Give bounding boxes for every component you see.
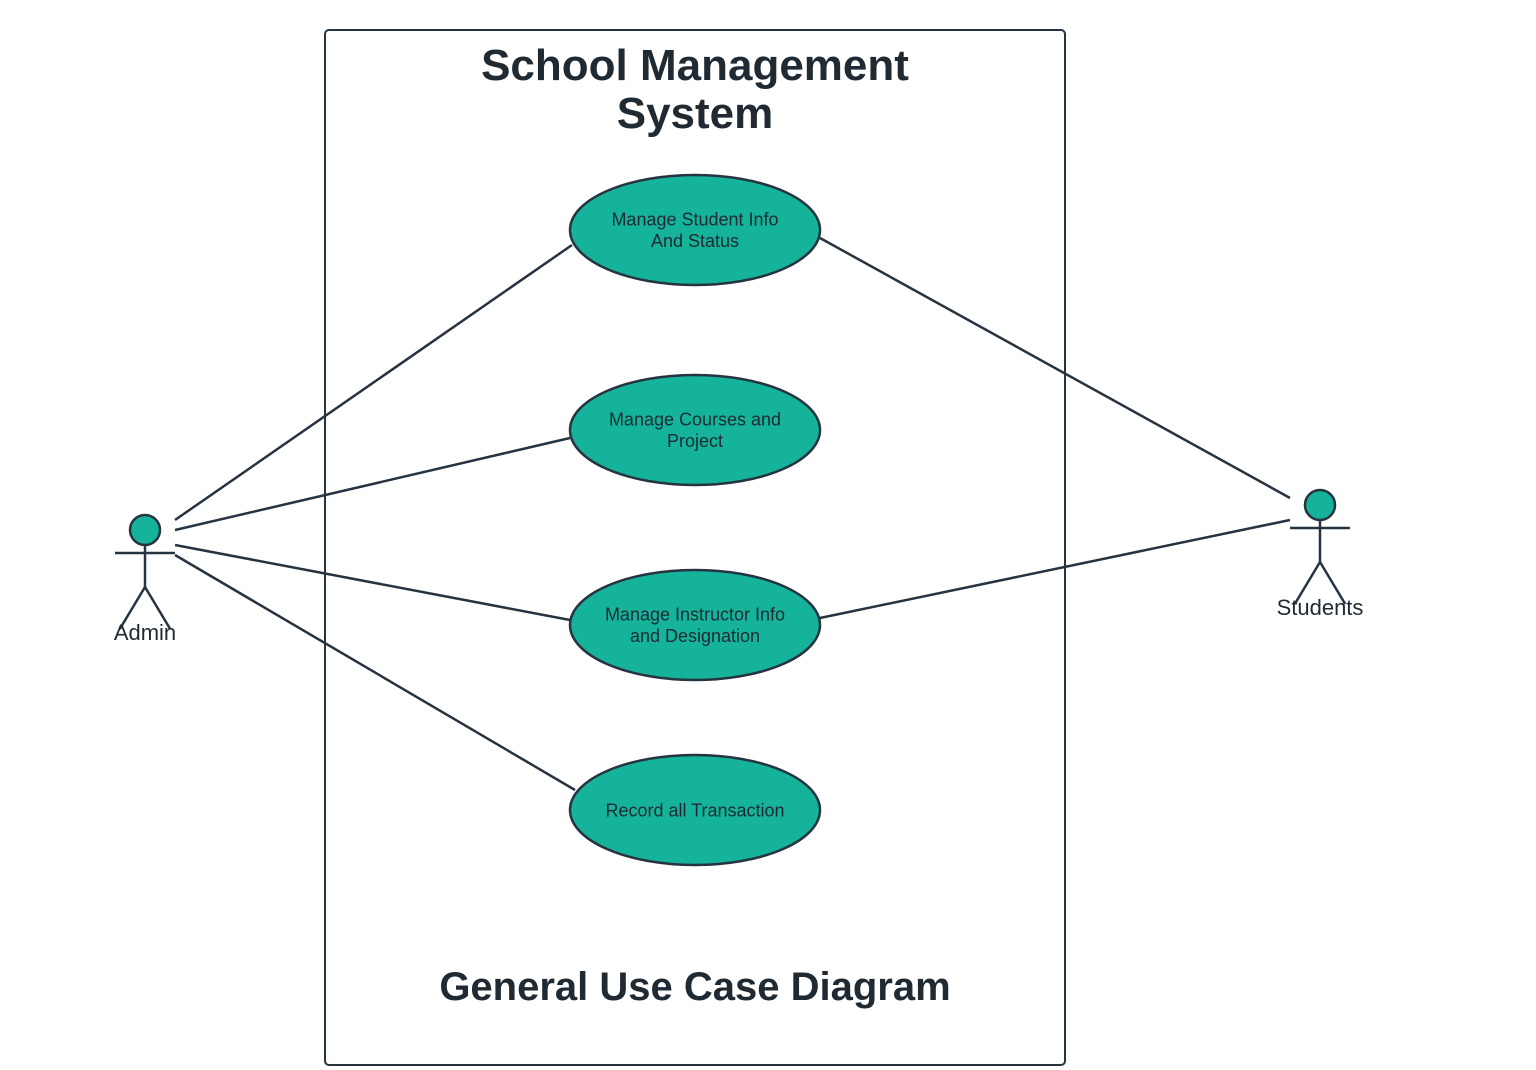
use-case-ellipse <box>570 375 820 485</box>
use-case-uc4: Record all Transaction <box>570 755 820 865</box>
use-case-label: Manage Student Info <box>611 210 778 230</box>
connection-admin-uc3 <box>175 545 570 620</box>
diagram-subtitle: General Use Case Diagram <box>439 965 950 1009</box>
use-case-label: and Designation <box>630 626 760 646</box>
use-case-ellipse <box>570 175 820 285</box>
connection-students-uc3 <box>820 520 1290 618</box>
use-case-label: Manage Courses and <box>609 410 781 430</box>
system-title-line1: School Management <box>481 41 909 90</box>
actor-label: Admin <box>114 620 176 645</box>
use-case-diagram: School Management System Manage Student … <box>0 0 1536 1070</box>
use-cases-layer: Manage Student InfoAnd Status Manage Cour… <box>570 175 820 865</box>
use-case-uc2: Manage Courses andProject <box>570 375 820 485</box>
connection-admin-uc2 <box>175 438 570 530</box>
use-case-label: Manage Instructor Info <box>605 605 785 625</box>
actor-admin: Admin <box>114 515 176 645</box>
actor-students: Students <box>1277 490 1364 620</box>
connection-admin-uc1 <box>175 245 572 520</box>
use-case-label: And Status <box>651 231 739 251</box>
connection-students-uc1 <box>820 238 1290 498</box>
system-title-line2: System <box>617 89 774 138</box>
use-case-label: Record all Transaction <box>605 800 784 820</box>
use-case-label: Project <box>667 431 723 451</box>
actor-head-icon <box>1305 490 1335 520</box>
connections-layer <box>175 238 1290 790</box>
use-case-uc1: Manage Student InfoAnd Status <box>570 175 820 285</box>
actor-head-icon <box>130 515 160 545</box>
actor-label: Students <box>1277 595 1364 620</box>
use-case-uc3: Manage Instructor Infoand Designation <box>570 570 820 680</box>
use-case-ellipse <box>570 570 820 680</box>
connection-admin-uc4 <box>175 555 575 790</box>
